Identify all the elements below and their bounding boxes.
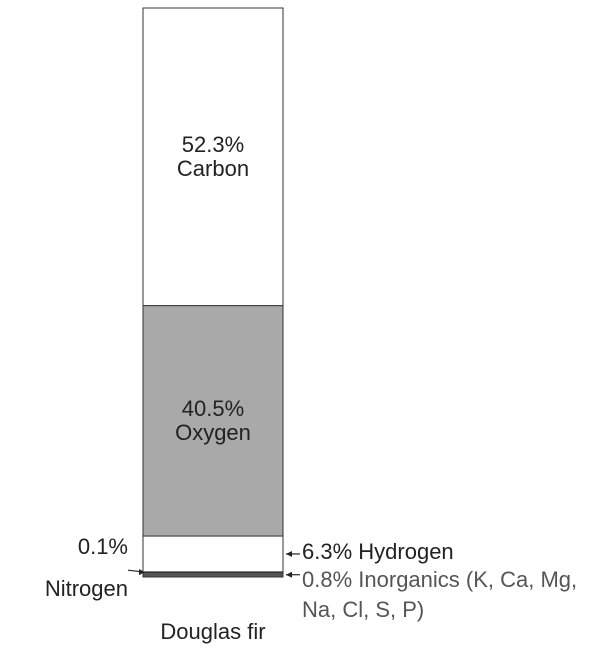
segment-label: 6.3% Hydrogen: [302, 538, 454, 564]
segment-label: 0.1% Nitrogen: [0, 535, 128, 601]
segment-label: 52.3% Carbon: [143, 131, 283, 181]
segment-label: 0.8% Inorganics (K, Ca, Mg, Na, Cl, S, P…: [302, 565, 601, 625]
value-label: 6.3%: [302, 538, 353, 564]
segment-label: 40.5% Oxygen: [143, 395, 283, 445]
x-tick-label: Douglas fir: [160, 619, 266, 644]
value-label: 52.3%: [181, 131, 245, 157]
arrow-head: [139, 569, 145, 576]
value-label: 0.8%: [302, 566, 353, 592]
value-label: 0.1%: [77, 534, 128, 560]
series-name: Nitrogen: [44, 576, 128, 602]
series-name: Hydrogen: [358, 538, 454, 564]
arrow-head: [286, 571, 292, 578]
bar-segment: [142, 7, 284, 307]
series-name: Oxygen: [175, 419, 251, 445]
bar-segment: [142, 571, 284, 578]
value-label: 40.5%: [181, 395, 245, 421]
bar-segment: [142, 305, 284, 537]
bar-segment: [142, 535, 284, 573]
series-name: Carbon: [176, 155, 250, 181]
arrow-head: [286, 550, 292, 557]
series-name: Inorganics (K, Ca, Mg, Na, Cl, S, P): [302, 566, 578, 622]
